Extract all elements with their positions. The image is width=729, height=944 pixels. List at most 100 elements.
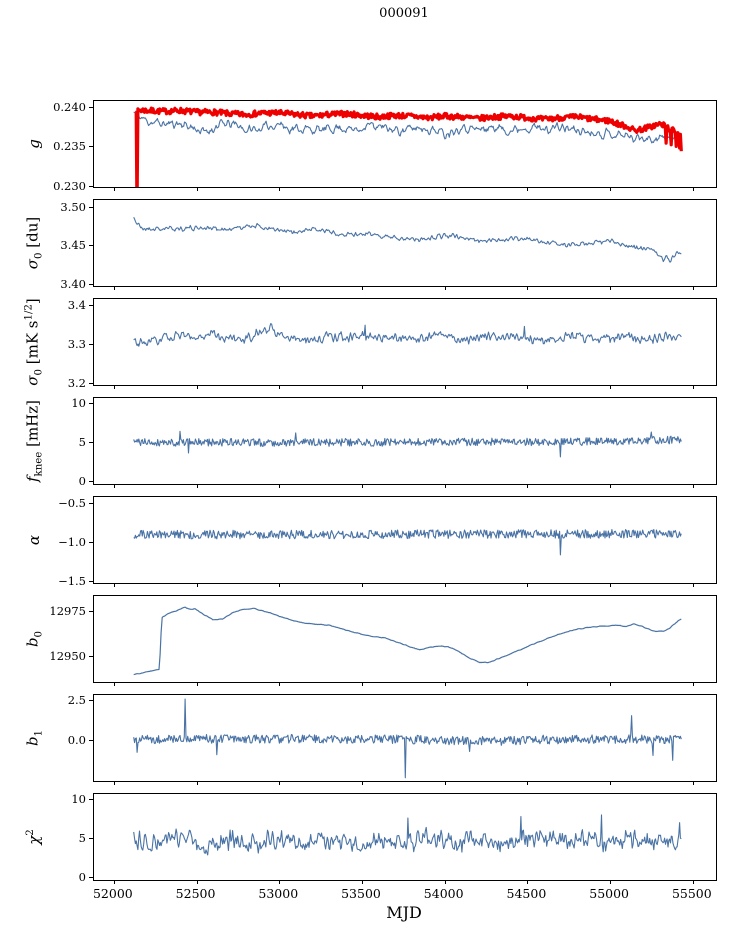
x-tick xyxy=(361,781,363,785)
y-tick xyxy=(89,610,93,612)
x-tick xyxy=(527,781,529,785)
x-tick xyxy=(279,385,281,389)
x-tick-label: 53000 xyxy=(258,886,299,901)
plot-area-g xyxy=(133,106,683,187)
y-tick-label: 3.4 xyxy=(67,297,86,312)
plot-area-b0 xyxy=(133,606,682,676)
x-tick xyxy=(196,880,198,884)
plot-area-b1 xyxy=(133,698,682,779)
y-tick xyxy=(89,503,93,505)
y-tick xyxy=(89,799,93,801)
y-tick-label: 10 xyxy=(71,792,86,807)
plot-area-sigma0-mK xyxy=(133,323,682,347)
y-axis-label-segment: 0 xyxy=(33,369,45,376)
series-gain-smoothed xyxy=(134,106,683,187)
y-axis-label-segment: σ xyxy=(23,258,42,270)
series-fknee xyxy=(133,430,682,458)
x-tick xyxy=(610,583,612,587)
x-tick xyxy=(444,583,446,587)
y-axis-label-segment: χ xyxy=(25,835,43,845)
y-tick-label: 5 xyxy=(78,435,86,450)
series-b1 xyxy=(133,698,682,779)
series-gain-raw xyxy=(133,111,677,144)
plot-area-fknee xyxy=(133,430,682,458)
y-tick-label: 5 xyxy=(78,831,86,846)
x-tick xyxy=(527,880,529,884)
x-axis-label: MJD xyxy=(386,903,422,922)
y-axis-label-g: g xyxy=(25,139,43,149)
x-tick xyxy=(692,385,694,389)
y-axis-label-segment: 0 xyxy=(33,252,45,259)
y-axis-label-segment: knee xyxy=(33,451,45,477)
x-tick xyxy=(444,385,446,389)
x-tick xyxy=(610,286,612,290)
x-tick xyxy=(113,583,115,587)
x-tick xyxy=(527,484,529,488)
x-tick xyxy=(527,187,529,191)
x-tick-label: 52000 xyxy=(92,886,133,901)
y-axis-label-segment: α xyxy=(25,534,43,546)
y-tick xyxy=(89,699,93,701)
panel-b1: 2.5 0.0 b1 xyxy=(24,693,717,785)
plot-area-chi2 xyxy=(133,814,682,856)
x-tick xyxy=(113,484,115,488)
y-axis-label-segment: 1/2 xyxy=(23,304,35,321)
plot-area-sigma0-du xyxy=(133,217,682,263)
x-tick xyxy=(692,484,694,488)
y-tick-label: 3.40 xyxy=(60,276,86,291)
y-tick-label: 3.50 xyxy=(60,199,86,214)
y-axis-label-segment: 0 xyxy=(33,630,45,638)
y-tick xyxy=(89,656,93,658)
x-tick xyxy=(692,682,694,686)
y-tick xyxy=(89,106,93,108)
y-tick xyxy=(89,876,93,878)
x-tick-label: 55000 xyxy=(589,886,630,901)
x-tick xyxy=(279,187,281,191)
y-tick xyxy=(89,581,93,583)
panel-alpha: −0.5 −1.0 −1.5 α xyxy=(25,496,717,588)
y-axis-label-segment: [du] xyxy=(23,216,42,253)
x-tick xyxy=(113,385,115,389)
x-tick xyxy=(196,187,198,191)
x-tick xyxy=(444,187,446,191)
x-tick xyxy=(610,880,612,884)
y-tick-label: 0.230 xyxy=(53,179,86,194)
y-tick-label: −1.0 xyxy=(58,535,86,550)
y-tick-label: 2.5 xyxy=(67,692,86,707)
x-tick xyxy=(692,583,694,587)
x-tick xyxy=(361,880,363,884)
y-tick xyxy=(89,480,93,482)
x-tick xyxy=(113,682,115,686)
y-tick-label: 0 xyxy=(78,869,86,884)
x-tick xyxy=(692,187,694,191)
x-tick xyxy=(113,781,115,785)
x-tick xyxy=(196,682,198,686)
x-tick xyxy=(444,484,446,488)
y-axis-label-segment: f xyxy=(23,476,42,483)
y-axis-label-b0: b0 xyxy=(24,631,45,647)
x-tick xyxy=(610,385,612,389)
x-tick-label: 55500 xyxy=(671,886,712,901)
panel-sigma0-mK: 3.4 3.3 3.2 σ0 [mK s1/2] xyxy=(24,298,717,390)
x-tick xyxy=(444,682,446,686)
y-tick-label: −0.5 xyxy=(58,496,86,511)
x-tick xyxy=(113,187,115,191)
panel-sigma0-du: 3.50 3.45 3.40 σ0 [du] xyxy=(24,199,717,291)
series-chi2 xyxy=(133,814,682,856)
panel-fknee: 10 5 0 fknee [mHz] xyxy=(24,396,717,488)
x-tick xyxy=(527,682,529,686)
x-tick xyxy=(444,286,446,290)
x-tick xyxy=(361,484,363,488)
y-tick xyxy=(89,283,93,285)
x-tick xyxy=(444,781,446,785)
x-tick xyxy=(692,286,694,290)
y-axis-label-segment: b xyxy=(23,637,42,648)
y-tick xyxy=(89,245,93,247)
x-tick xyxy=(527,583,529,587)
y-tick-label: 0.240 xyxy=(53,99,86,114)
y-tick xyxy=(89,343,93,345)
y-tick xyxy=(89,403,93,405)
x-tick xyxy=(196,286,198,290)
x-tick xyxy=(361,385,363,389)
y-axis-label-segment: [mK s xyxy=(23,320,42,370)
